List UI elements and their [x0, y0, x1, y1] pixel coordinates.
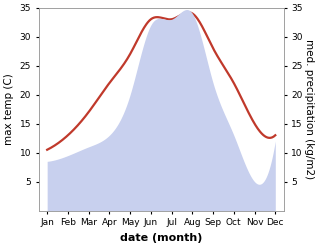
X-axis label: date (month): date (month) — [120, 233, 203, 243]
Y-axis label: max temp (C): max temp (C) — [4, 73, 14, 145]
Y-axis label: med. precipitation (kg/m2): med. precipitation (kg/m2) — [304, 39, 314, 179]
